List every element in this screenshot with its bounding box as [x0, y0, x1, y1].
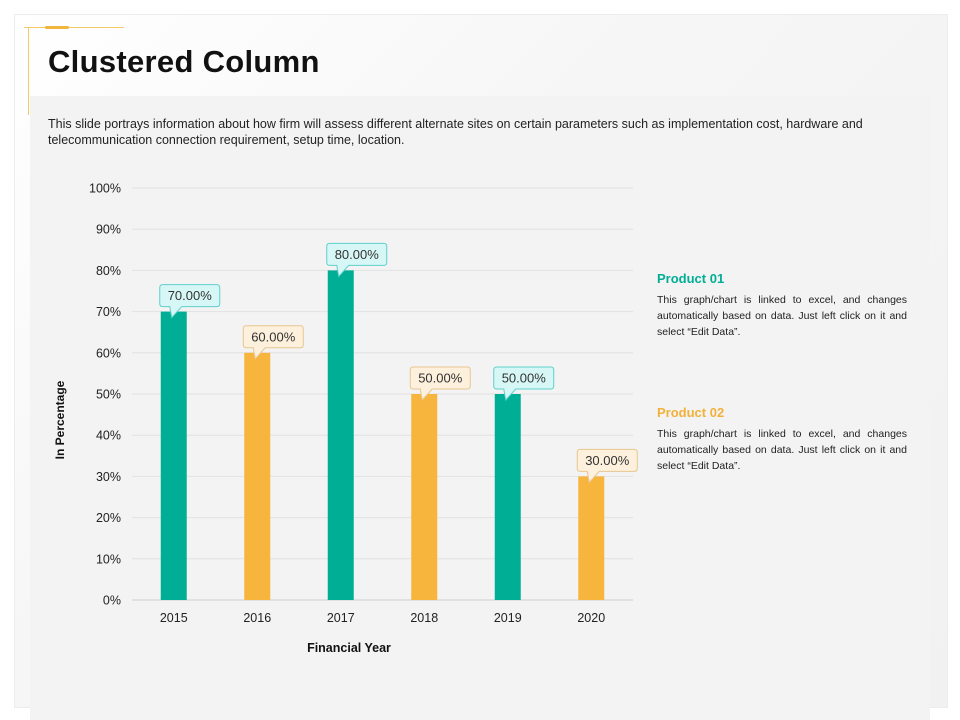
legend-title-product-02: Product 02: [657, 405, 725, 420]
data-label-2019: 50.00%: [502, 371, 547, 386]
accent-bar: [45, 26, 69, 29]
bar-2016: [244, 352, 271, 600]
y-tick-label: 50%: [96, 388, 121, 402]
data-label-2015: 70.00%: [168, 288, 213, 303]
legend-title-product-01: Product 01: [657, 271, 725, 286]
y-axis-label: In Percentage: [53, 380, 67, 459]
accent-line-horizontal: [24, 27, 124, 28]
x-tick-label: 2020: [577, 611, 605, 625]
x-tick-label: 2017: [327, 611, 355, 625]
slide-description: This slide portrays information about ho…: [48, 117, 863, 147]
x-tick-label: 2016: [243, 611, 271, 625]
legend-text-product-02: This graph/chart is linked to excel, and…: [657, 428, 907, 472]
accent-line-vertical: [28, 27, 29, 115]
y-tick-label: 20%: [96, 511, 121, 525]
slide-title: Clustered Column: [48, 44, 320, 79]
x-tick-label: 2015: [160, 611, 188, 625]
legend-product-02: Product 02 This graph/chart is linked to…: [657, 405, 907, 474]
data-label-2016: 60.00%: [251, 329, 296, 344]
data-label-2018: 50.00%: [418, 371, 463, 386]
data-label-callout-2020: [576, 448, 638, 484]
legend-product-01: Product 01 This graph/chart is linked to…: [657, 271, 907, 340]
bar-2017: [327, 270, 354, 600]
bar-2020: [578, 476, 605, 600]
y-tick-label: 70%: [96, 305, 121, 319]
legend-text-product-01: This graph/chart is linked to excel, and…: [657, 294, 907, 338]
data-label-callout-2016: [242, 325, 304, 360]
y-tick-label: 100%: [89, 182, 121, 196]
bar-2019: [494, 394, 521, 600]
y-tick-label: 10%: [96, 552, 121, 566]
data-label-callout-2017: [326, 242, 388, 278]
y-tick-label: 60%: [96, 346, 121, 360]
x-tick-label: 2018: [410, 611, 438, 625]
y-tick-label: 90%: [96, 223, 121, 237]
y-tick-label: 0%: [103, 594, 121, 608]
data-label-callout-2019: [493, 366, 555, 402]
data-label-2020: 30.00%: [585, 453, 630, 468]
y-tick-label: 30%: [96, 470, 121, 484]
bar-2018: [411, 394, 438, 600]
data-label-callout-2018: [409, 366, 471, 402]
y-tick-label: 40%: [96, 429, 121, 443]
y-tick-label: 80%: [96, 264, 121, 278]
data-label-2017: 80.00%: [335, 247, 380, 262]
x-axis-label: Financial Year: [307, 641, 391, 655]
x-tick-label: 2019: [494, 611, 522, 625]
bar-2015: [160, 311, 187, 600]
data-label-callout-2015: [159, 284, 221, 319]
